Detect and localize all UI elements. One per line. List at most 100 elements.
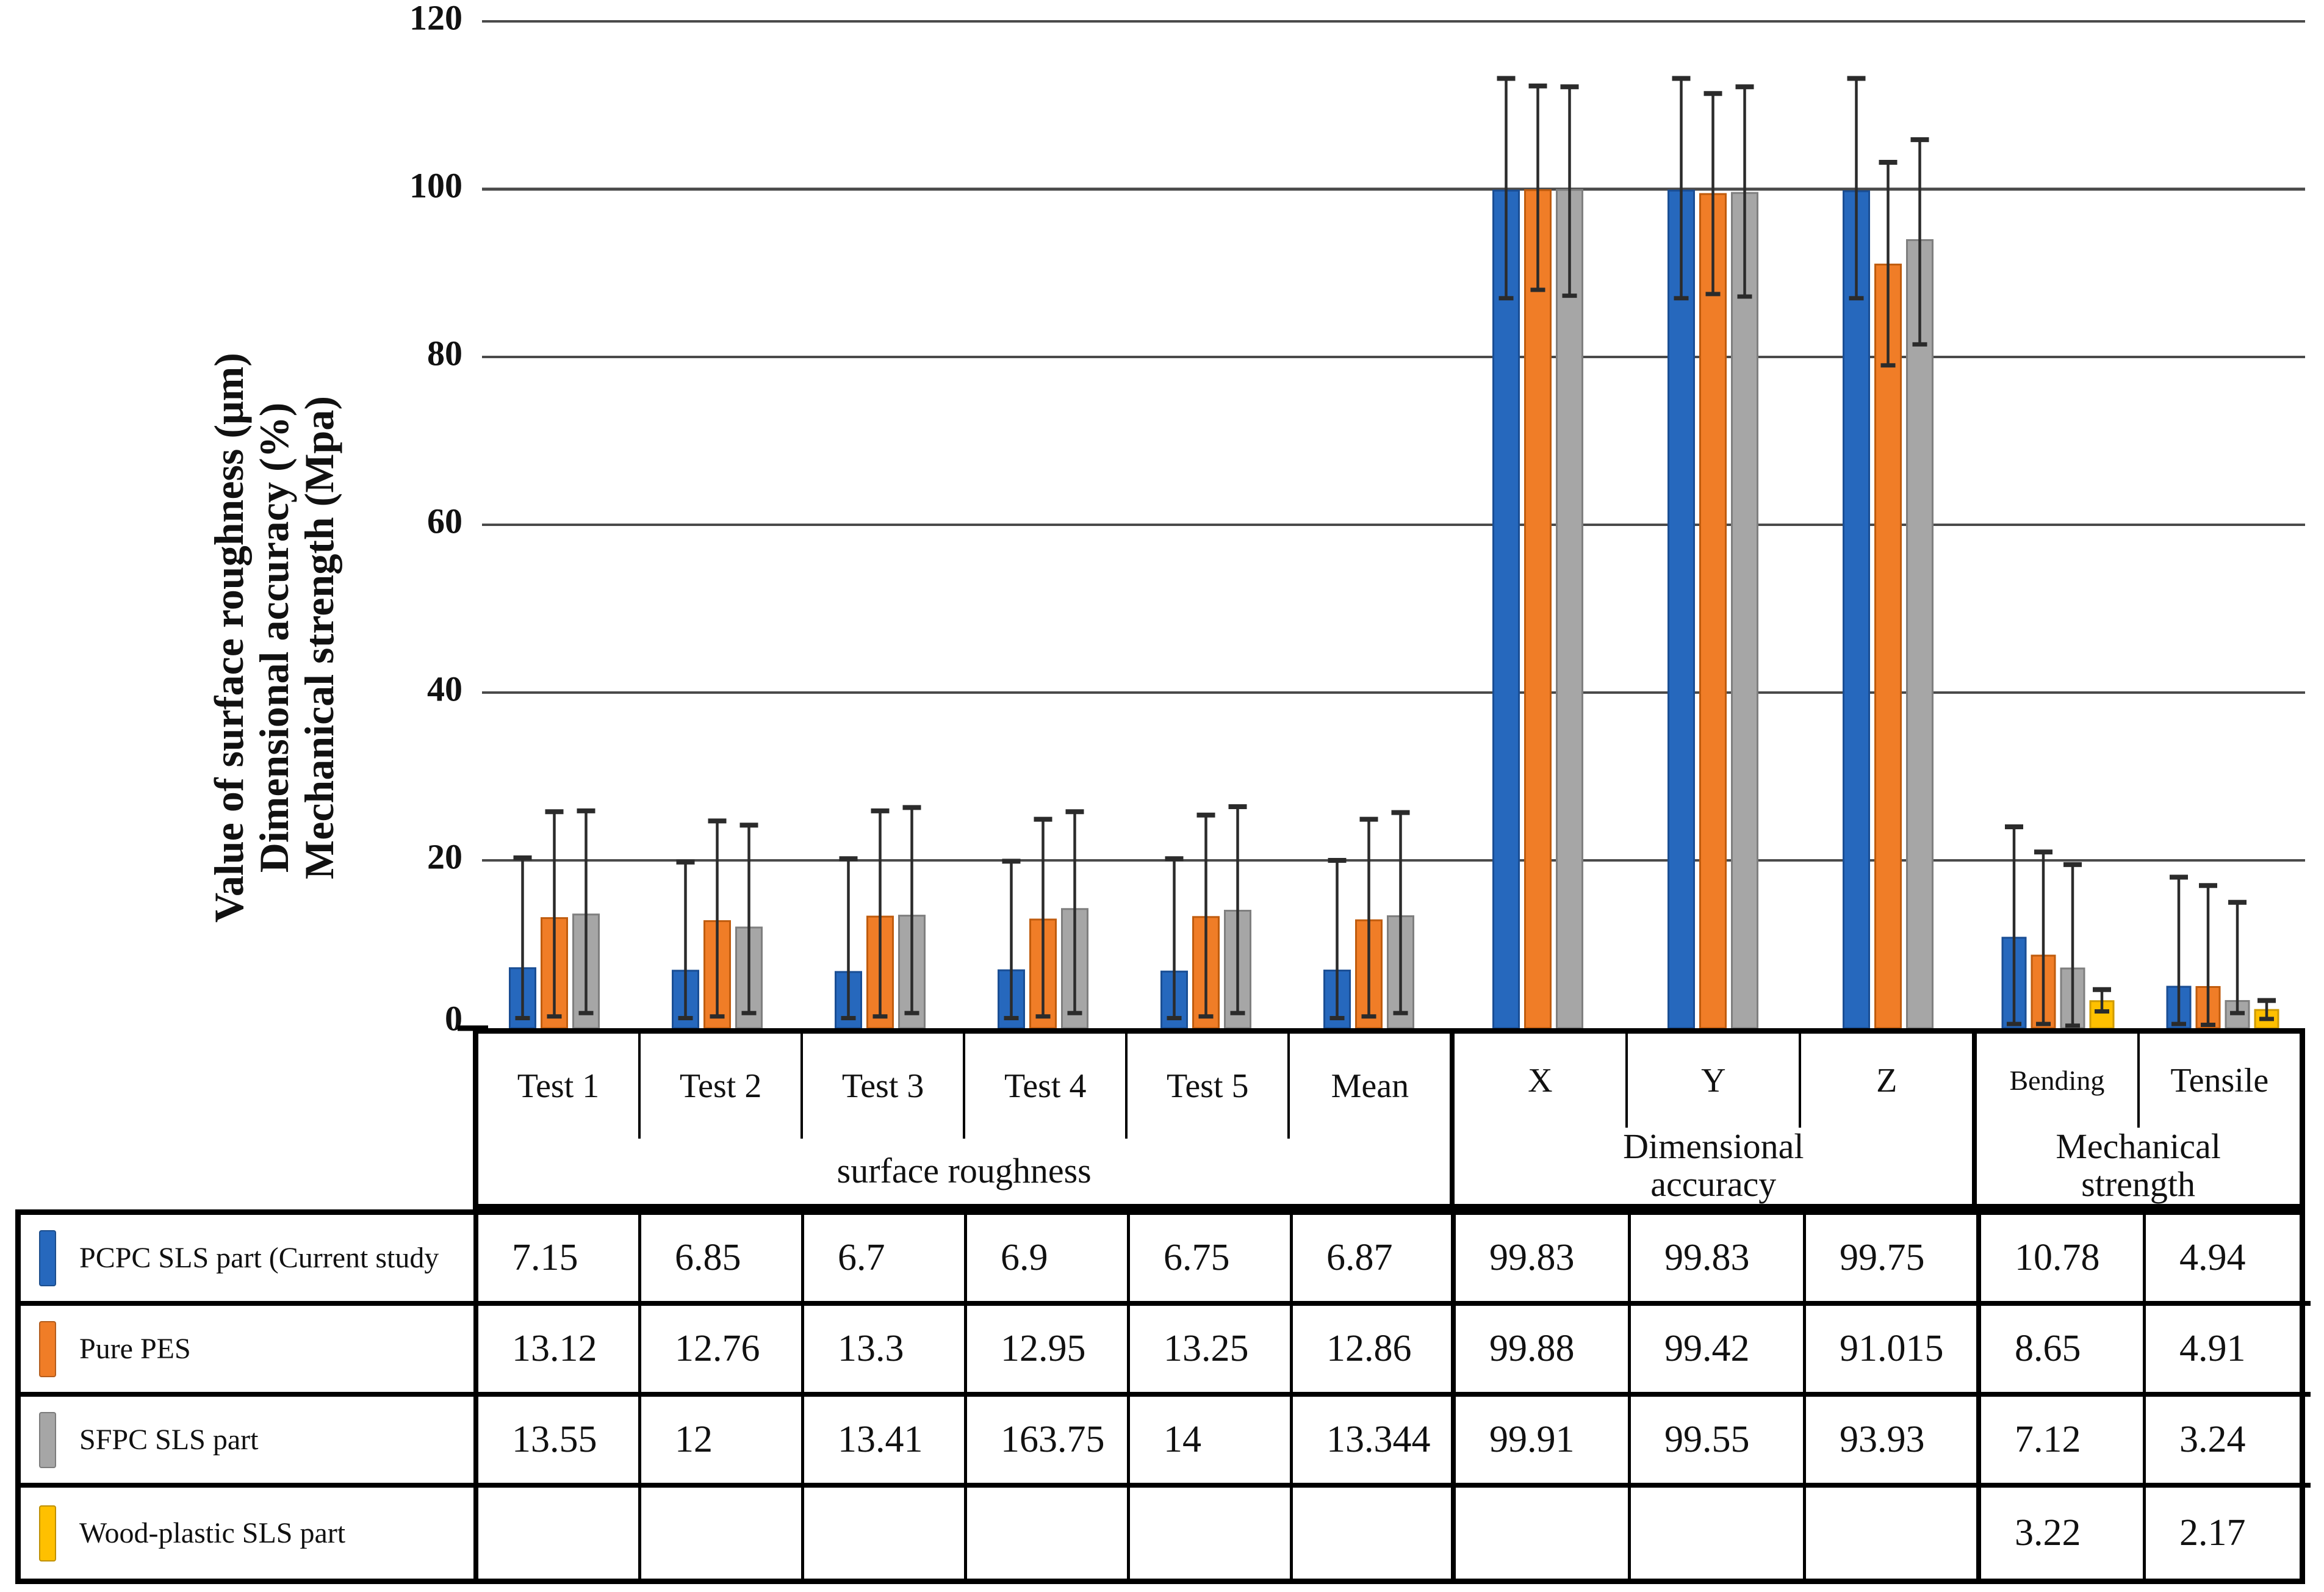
y-tick-label: 40 (427, 669, 462, 708)
table-cell: 6.75 (1130, 1215, 1293, 1306)
error-bar (1228, 804, 1247, 1015)
column-header: Test 3 (800, 1034, 963, 1139)
column-header: X (1528, 1061, 1553, 1100)
legend-swatch (39, 1505, 56, 1561)
column-header: Test 4 (963, 1034, 1125, 1139)
column-header: Z (1799, 1034, 1972, 1128)
bar (1843, 190, 1870, 1029)
column-header-row: Test 1 Test 2 Test 3 Test 4 Test 5 Mean (478, 1034, 1450, 1139)
error-bar (577, 808, 595, 1015)
category-label-line: Dimensional (1623, 1126, 1804, 1166)
error-bar (1910, 137, 1929, 347)
table-cell: 93.93 (1806, 1397, 1981, 1488)
error-bar (2034, 849, 2052, 1026)
y-axis-title-line: Value of surface roughness (μm) (206, 353, 252, 923)
table-cell: 99.55 (1631, 1397, 1806, 1488)
table-cell: 4.91 (2146, 1306, 2311, 1397)
legend-cell: SFPC SLS part (21, 1397, 478, 1488)
table-cell: 99.88 (1456, 1306, 1631, 1397)
x-axis-category-header: Test 1 Test 2 Test 3 Test 4 Test 5 Mean surfac… (473, 1028, 2305, 1209)
table-cell: 99.42 (1631, 1306, 1806, 1397)
table-cell: 13.344 (1293, 1397, 1456, 1488)
table-cell: 99.83 (1631, 1215, 1806, 1306)
table-cell: 13.3 (804, 1306, 967, 1397)
error-bar (1847, 76, 1866, 301)
legend-cell: Wood-plastic SLS part (21, 1488, 478, 1579)
error-bar (1328, 858, 1347, 1020)
error-bar (839, 856, 858, 1020)
error-bar (2005, 824, 2023, 1026)
bar (1874, 264, 1902, 1029)
column-header: Mean (1287, 1034, 1450, 1139)
table-cell (1631, 1488, 1806, 1579)
table-cell (804, 1488, 967, 1579)
category-section: Bending Tensile Mechanical strength (1972, 1034, 2300, 1204)
legend-label: Wood-plastic SLS part (79, 1517, 346, 1549)
table-cell: 7.15 (478, 1215, 641, 1306)
column-header: Test 1 (517, 1067, 600, 1105)
error-bar (1196, 812, 1215, 1019)
legend-label: Pure PES (79, 1333, 191, 1365)
table-cell: 12.86 (1293, 1306, 1456, 1397)
chart-data-table: PCPC SLS part (Current study 7.15 6.85 6.7 6… (15, 1209, 2311, 1584)
y-tick-label: 100 (409, 165, 462, 205)
error-bar (871, 808, 890, 1019)
bar (1699, 193, 1727, 1029)
table-cell (1130, 1488, 1293, 1579)
y-tick-label: 60 (427, 501, 462, 541)
table-cell: 6.85 (641, 1215, 804, 1306)
table-cell: 13.12 (478, 1306, 641, 1397)
y-axis-title-line: Dimensional accuracy (%) (251, 403, 297, 873)
table-cell: 10.78 (1981, 1215, 2146, 1306)
table-cell: 12.76 (641, 1306, 804, 1397)
error-bar (1034, 816, 1052, 1019)
bar (1731, 192, 1758, 1029)
table-cell: 4.94 (2146, 1215, 2311, 1306)
bar (1556, 189, 1583, 1029)
table-cell: 13.55 (478, 1397, 641, 1488)
category-label-line: surface roughness (836, 1151, 1092, 1191)
category-section: Test 1 Test 2 Test 3 Test 4 Test 5 Mean surfac… (478, 1034, 1450, 1204)
error-bar (1735, 84, 1754, 299)
error-bar (1528, 83, 1547, 292)
y-tick-label: 120 (409, 0, 462, 37)
error-bar (708, 818, 727, 1019)
error-bar (2228, 899, 2247, 1015)
table-cell: 13.25 (1130, 1306, 1293, 1397)
table-cell (1293, 1488, 1456, 1579)
table-cell: 91.015 (1806, 1306, 1981, 1397)
table-cell: 13.41 (804, 1397, 967, 1488)
table-cell: 3.22 (1981, 1488, 2146, 1579)
table-cell: 99.75 (1806, 1215, 1981, 1306)
table-cell: 6.9 (967, 1215, 1130, 1306)
legend-cell: Pure PES (21, 1306, 478, 1397)
error-bar (2063, 862, 2082, 1028)
category-section: X Y Z Dimensional accuracy (1450, 1034, 1972, 1204)
table-cell: 2.17 (2179, 1512, 2246, 1554)
table-cell (478, 1488, 641, 1579)
legend-swatch (39, 1411, 56, 1468)
error-bar (1879, 160, 1898, 368)
error-bar (1560, 84, 1579, 298)
y-axis-title-line: Mechanical strength (Mpa) (296, 396, 342, 879)
category-label: Mechanical strength (1977, 1127, 2300, 1204)
legend-swatch (39, 1230, 56, 1286)
error-bar (513, 855, 532, 1020)
bar (1906, 239, 1934, 1029)
error-bar (1165, 856, 1184, 1020)
error-bar (545, 809, 564, 1019)
error-bar (2170, 874, 2188, 1026)
y-tick-label: 0 (445, 998, 462, 1037)
legend-label: SFPC SLS part (79, 1424, 259, 1456)
column-header: Bending (2009, 1065, 2105, 1097)
bar (1524, 189, 1552, 1029)
y-tick-label: 80 (427, 333, 462, 373)
category-label: Dimensional accuracy (1455, 1126, 1972, 1204)
bar-chart-plot-area: 0 20 40 60 80 100 120 Value of surface roughnes… (206, 0, 2305, 1037)
table-cell: 12.95 (967, 1306, 1130, 1397)
table-cell: 163.75 (967, 1397, 1130, 1488)
y-tick-label: 20 (427, 837, 462, 876)
error-bar (676, 859, 695, 1020)
